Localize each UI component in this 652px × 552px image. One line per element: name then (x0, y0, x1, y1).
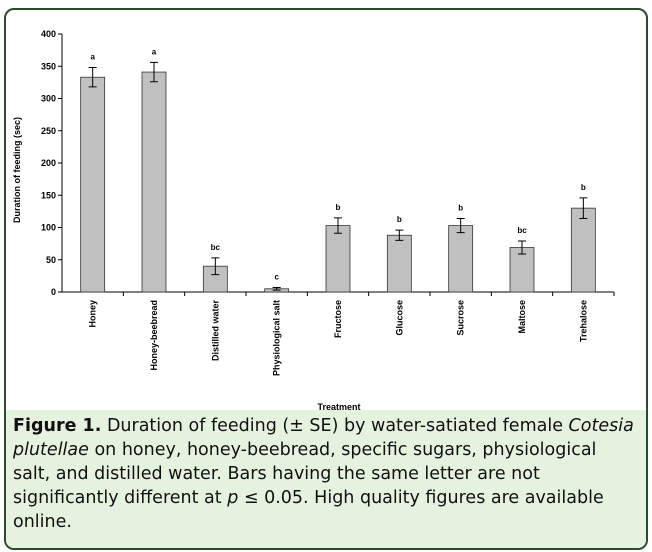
y-tick-label: 350 (41, 61, 56, 71)
figure-frame: Duration of feeding (sec) Treatment 0 50 1… (4, 8, 648, 550)
caption-text: on honey, honey-beebread, specific sugar… (13, 440, 597, 508)
caption-p: p (227, 488, 239, 508)
y-tick-label: 150 (41, 190, 56, 200)
error-bar (334, 217, 342, 234)
x-axis-label: Treatment (317, 402, 360, 410)
error-bar (150, 61, 158, 83)
y-tick-label: 200 (41, 158, 56, 168)
x-tick-label: Honey (88, 300, 98, 328)
x-tick-label: Physiological salt (272, 300, 282, 376)
significance-letter: a (152, 47, 157, 56)
error-bar (579, 197, 588, 219)
significance-letter: b (397, 215, 402, 224)
significance-letter: c (274, 272, 279, 281)
y-tick-label: 100 (41, 223, 56, 233)
error-bar (272, 286, 281, 291)
caption-label: Figure 1. (13, 416, 102, 436)
error-bar (88, 67, 97, 88)
caption-text: ≤ 0.05. High quality figures are availab… (13, 488, 604, 532)
y-tick-label: 0 (51, 287, 56, 297)
y-tick-label: 50 (46, 255, 56, 265)
x-tick-label: Sucrose (456, 300, 466, 336)
error-bar (211, 257, 220, 276)
bar (141, 71, 167, 293)
y-tick-label: 400 (41, 29, 56, 39)
bar (448, 225, 474, 293)
y-tick-label: 250 (41, 126, 56, 136)
x-tick-label: Maltose (517, 300, 527, 334)
chart: Duration of feeding (sec) Treatment 0 50 1… (12, 29, 615, 410)
x-tick-label: Glucose (394, 300, 404, 336)
x-tick-label: Fructose (333, 300, 343, 338)
bar (325, 225, 351, 293)
caption: Figure 1. Duration of feeding (± SE) by … (6, 410, 646, 548)
error-bar (395, 229, 404, 241)
error-bar (456, 217, 465, 234)
caption-text: Duration of feeding (± SE) by water-sati… (106, 416, 569, 436)
x-tick-label: Trehalose (578, 300, 588, 342)
x-tick-label: Distilled water (210, 300, 220, 362)
caption-species: Cotesia plutellae (13, 416, 634, 460)
significance-letter: bc (517, 226, 527, 235)
significance-letter: a (90, 53, 95, 62)
significance-letter: b (581, 183, 586, 192)
bar (509, 247, 535, 293)
bar (80, 76, 106, 293)
x-tick-label: Honey-beebread (149, 300, 159, 371)
bar (386, 234, 412, 293)
bar (570, 207, 596, 293)
y-tick-label: 300 (41, 94, 56, 104)
significance-letter: b (458, 203, 463, 212)
error-bar (518, 240, 526, 255)
significance-letter: b (336, 203, 341, 212)
significance-letter: bc (211, 243, 221, 252)
y-axis-label: Duration of feeding (sec) (12, 117, 22, 223)
